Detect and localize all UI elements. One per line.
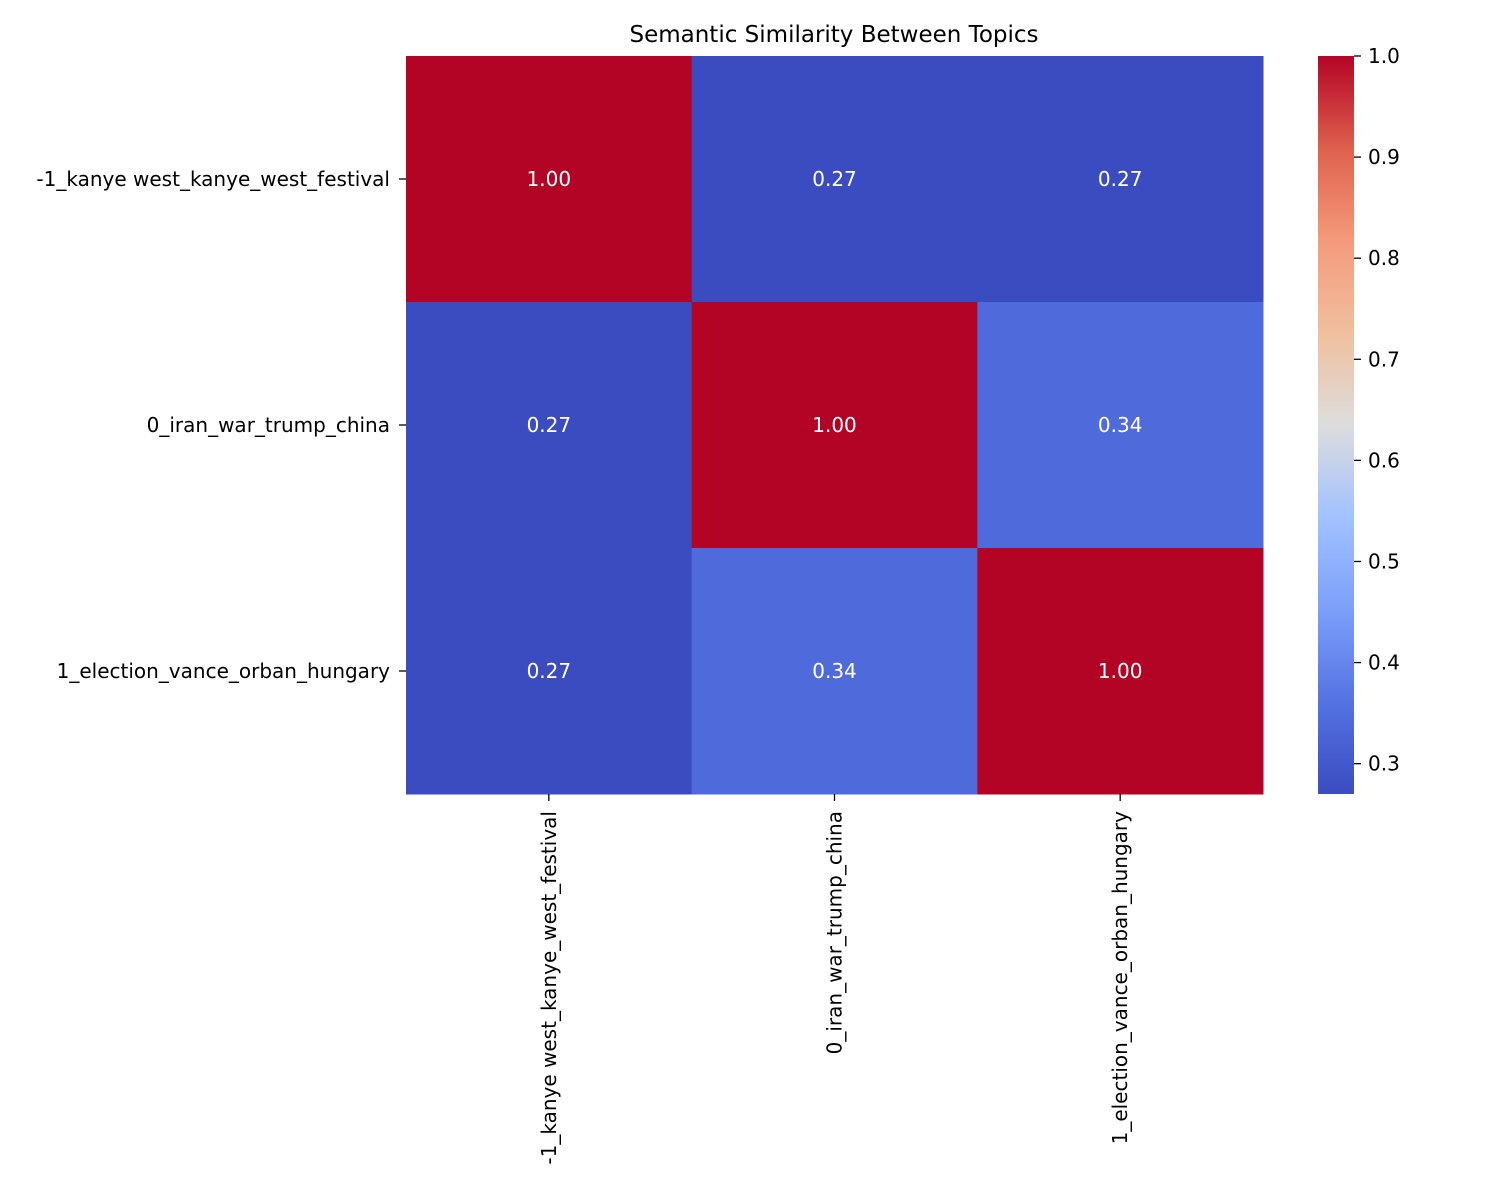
cell-value-label: 1.00 (527, 167, 572, 191)
colorbar: 0.3 0.4 0.5 0.6 0.7 0.8 0.9 1.0 (1318, 44, 1400, 794)
heatmap-cell (977, 302, 1264, 549)
colorbar-tick-label: 0.4 (1368, 651, 1400, 675)
cell-value-label: 0.27 (527, 413, 572, 437)
y-tick-label: 0_iran_war_trump_china (147, 413, 390, 437)
cell-annotations: 1.00 0.27 0.27 0.27 1.00 0.34 0.27 0.34 1.00 (527, 167, 1143, 683)
heatmap-cell (406, 548, 693, 795)
y-tick-label: 1_election_vance_orban_hungary (57, 659, 391, 683)
colorbar-tick-label: 0.7 (1368, 347, 1400, 371)
y-tick-label: -1_kanye west_kanye_west_festival (36, 167, 390, 191)
heatmap-cell (691, 548, 978, 795)
heatmap-cell (977, 56, 1264, 303)
cell-value-label: 1.00 (1098, 659, 1143, 683)
cell-value-label: 0.34 (1098, 413, 1143, 437)
cell-value-label: 1.00 (812, 413, 857, 437)
colorbar-tick-label: 1.0 (1368, 44, 1400, 68)
heatmap-cell (691, 56, 978, 303)
y-axis: -1_kanye west_kanye_west_festival 0_iran_… (36, 167, 406, 683)
colorbar-tick-label: 0.9 (1368, 145, 1400, 169)
heatmap-cell (977, 548, 1264, 795)
cell-value-label: 0.34 (812, 659, 857, 683)
colorbar-tick-label: 0.6 (1368, 448, 1400, 472)
heatmap-cell (691, 302, 978, 549)
x-tick-label: -1_kanye west_kanye_west_festival (537, 811, 561, 1165)
cell-value-label: 0.27 (812, 167, 857, 191)
chart-title: Semantic Similarity Between Topics (629, 22, 1038, 48)
cell-value-label: 0.27 (1098, 167, 1143, 191)
x-tick-label: 0_iran_war_trump_china (823, 811, 847, 1054)
colorbar-tick-label: 0.8 (1368, 246, 1400, 270)
heatmap-cell (406, 302, 693, 549)
cell-value-label: 0.27 (527, 659, 572, 683)
heatmap-cells (406, 56, 1264, 795)
colorbar-tick-label: 0.5 (1368, 549, 1400, 573)
x-axis: -1_kanye west_kanye_west_festival 0_iran_… (537, 794, 1132, 1165)
x-tick-label: 1_election_vance_orban_hungary (1108, 811, 1132, 1145)
heatmap-cell (406, 56, 693, 303)
colorbar-tick-label: 0.3 (1368, 752, 1400, 776)
colorbar-gradient (1318, 56, 1354, 794)
